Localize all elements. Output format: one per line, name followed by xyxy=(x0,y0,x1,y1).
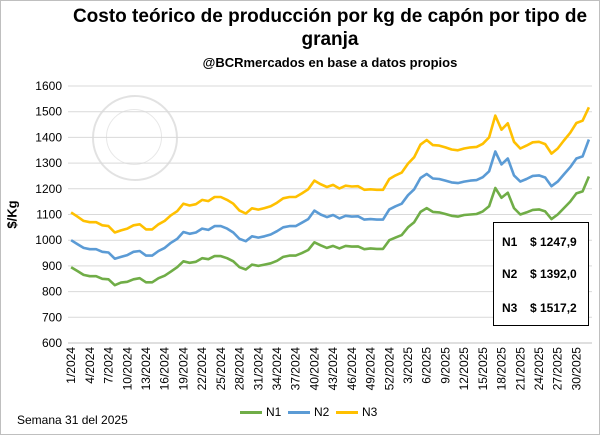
x-tick-label: 31/2024 xyxy=(251,347,265,391)
value-label-n2: N2 xyxy=(502,267,518,281)
x-tick-label: 1/2024 xyxy=(64,347,78,384)
legend-swatch-n2 xyxy=(288,411,310,415)
legend-swatch-n3 xyxy=(336,411,358,415)
x-tick-label: 3/2025 xyxy=(401,347,415,384)
x-tick-label: 34/2024 xyxy=(270,347,284,391)
latest-values-box: N1 $ 1247,9 N2 $ 1392,0 N3 $ 1517,2 xyxy=(493,222,589,326)
chart-subtitle: @BCRmercados en base a datos propios xyxy=(202,55,458,70)
x-tick-label: 4/2024 xyxy=(83,347,97,384)
y-tick-label: 600 xyxy=(42,336,62,350)
x-tick-label: 24/2025 xyxy=(532,347,546,391)
series-line-n2 xyxy=(70,139,591,260)
x-tick-label: 21/2025 xyxy=(513,347,527,391)
x-tick-label: 18/2025 xyxy=(495,347,509,391)
y-tick-label: 1300 xyxy=(35,156,62,170)
x-tick-label: 37/2024 xyxy=(289,347,303,391)
legend-item-n1: N1 xyxy=(240,405,281,419)
x-tick-label: 28/2024 xyxy=(233,347,247,391)
footer-week-note: Semana 31 del 2025 xyxy=(17,413,128,427)
x-tick-label: 27/2025 xyxy=(551,347,565,391)
legend-swatch-n1 xyxy=(240,411,262,415)
series-line-n3 xyxy=(70,106,591,234)
x-tick-label: 43/2024 xyxy=(326,347,340,391)
x-tick-label: 10/2024 xyxy=(120,347,134,391)
x-tick-label: 15/2025 xyxy=(476,347,490,391)
y-tick-label: 1400 xyxy=(35,130,62,144)
x-tick-label: 12/2025 xyxy=(457,347,471,391)
y-tick-label: 1600 xyxy=(35,79,62,93)
value-label-n3: N3 xyxy=(502,301,518,315)
y-tick-label: 900 xyxy=(42,259,62,273)
x-tick-label: 7/2024 xyxy=(102,347,116,384)
y-tick-label: 1100 xyxy=(36,208,62,222)
legend-item-n3: N3 xyxy=(336,405,377,419)
x-tick-label: 30/2025 xyxy=(569,347,583,391)
x-tick-label: 40/2024 xyxy=(307,347,321,391)
x-tick-label: 49/2024 xyxy=(364,347,378,391)
value-label-n1: N1 xyxy=(502,235,518,249)
legend-label-n3: N3 xyxy=(362,405,378,419)
value-n2: $ 1392,0 xyxy=(530,267,577,281)
chart-title-line2: granja xyxy=(301,29,359,50)
y-tick-label: 1500 xyxy=(35,105,62,119)
chart-title-line1: Costo teórico de producción por kg de ca… xyxy=(72,6,588,27)
x-tick-label: 16/2024 xyxy=(158,347,172,391)
y-tick-label: 800 xyxy=(42,285,62,299)
y-tick-label: 700 xyxy=(42,310,62,324)
legend-item-n2: N2 xyxy=(288,405,329,419)
x-tick-label: 52/2024 xyxy=(382,347,396,391)
value-n1: $ 1247,9 xyxy=(530,235,577,249)
x-tick-label: 25/2024 xyxy=(214,347,228,391)
x-tick-label: 46/2024 xyxy=(345,347,359,391)
legend-label-n2: N2 xyxy=(314,405,330,419)
y-tick-label: 1200 xyxy=(35,182,62,196)
series-line-n1 xyxy=(70,175,591,287)
legend-label-n1: N1 xyxy=(266,405,282,419)
x-tick-label: 13/2024 xyxy=(139,347,153,391)
y-tick-label: 1000 xyxy=(35,233,62,247)
x-tick-label: 22/2024 xyxy=(195,347,209,391)
x-tick-label: 9/2025 xyxy=(438,347,452,384)
x-tick-label: 6/2025 xyxy=(420,347,434,384)
x-tick-label: 19/2024 xyxy=(176,347,190,391)
value-n3: $ 1517,2 xyxy=(530,301,577,315)
